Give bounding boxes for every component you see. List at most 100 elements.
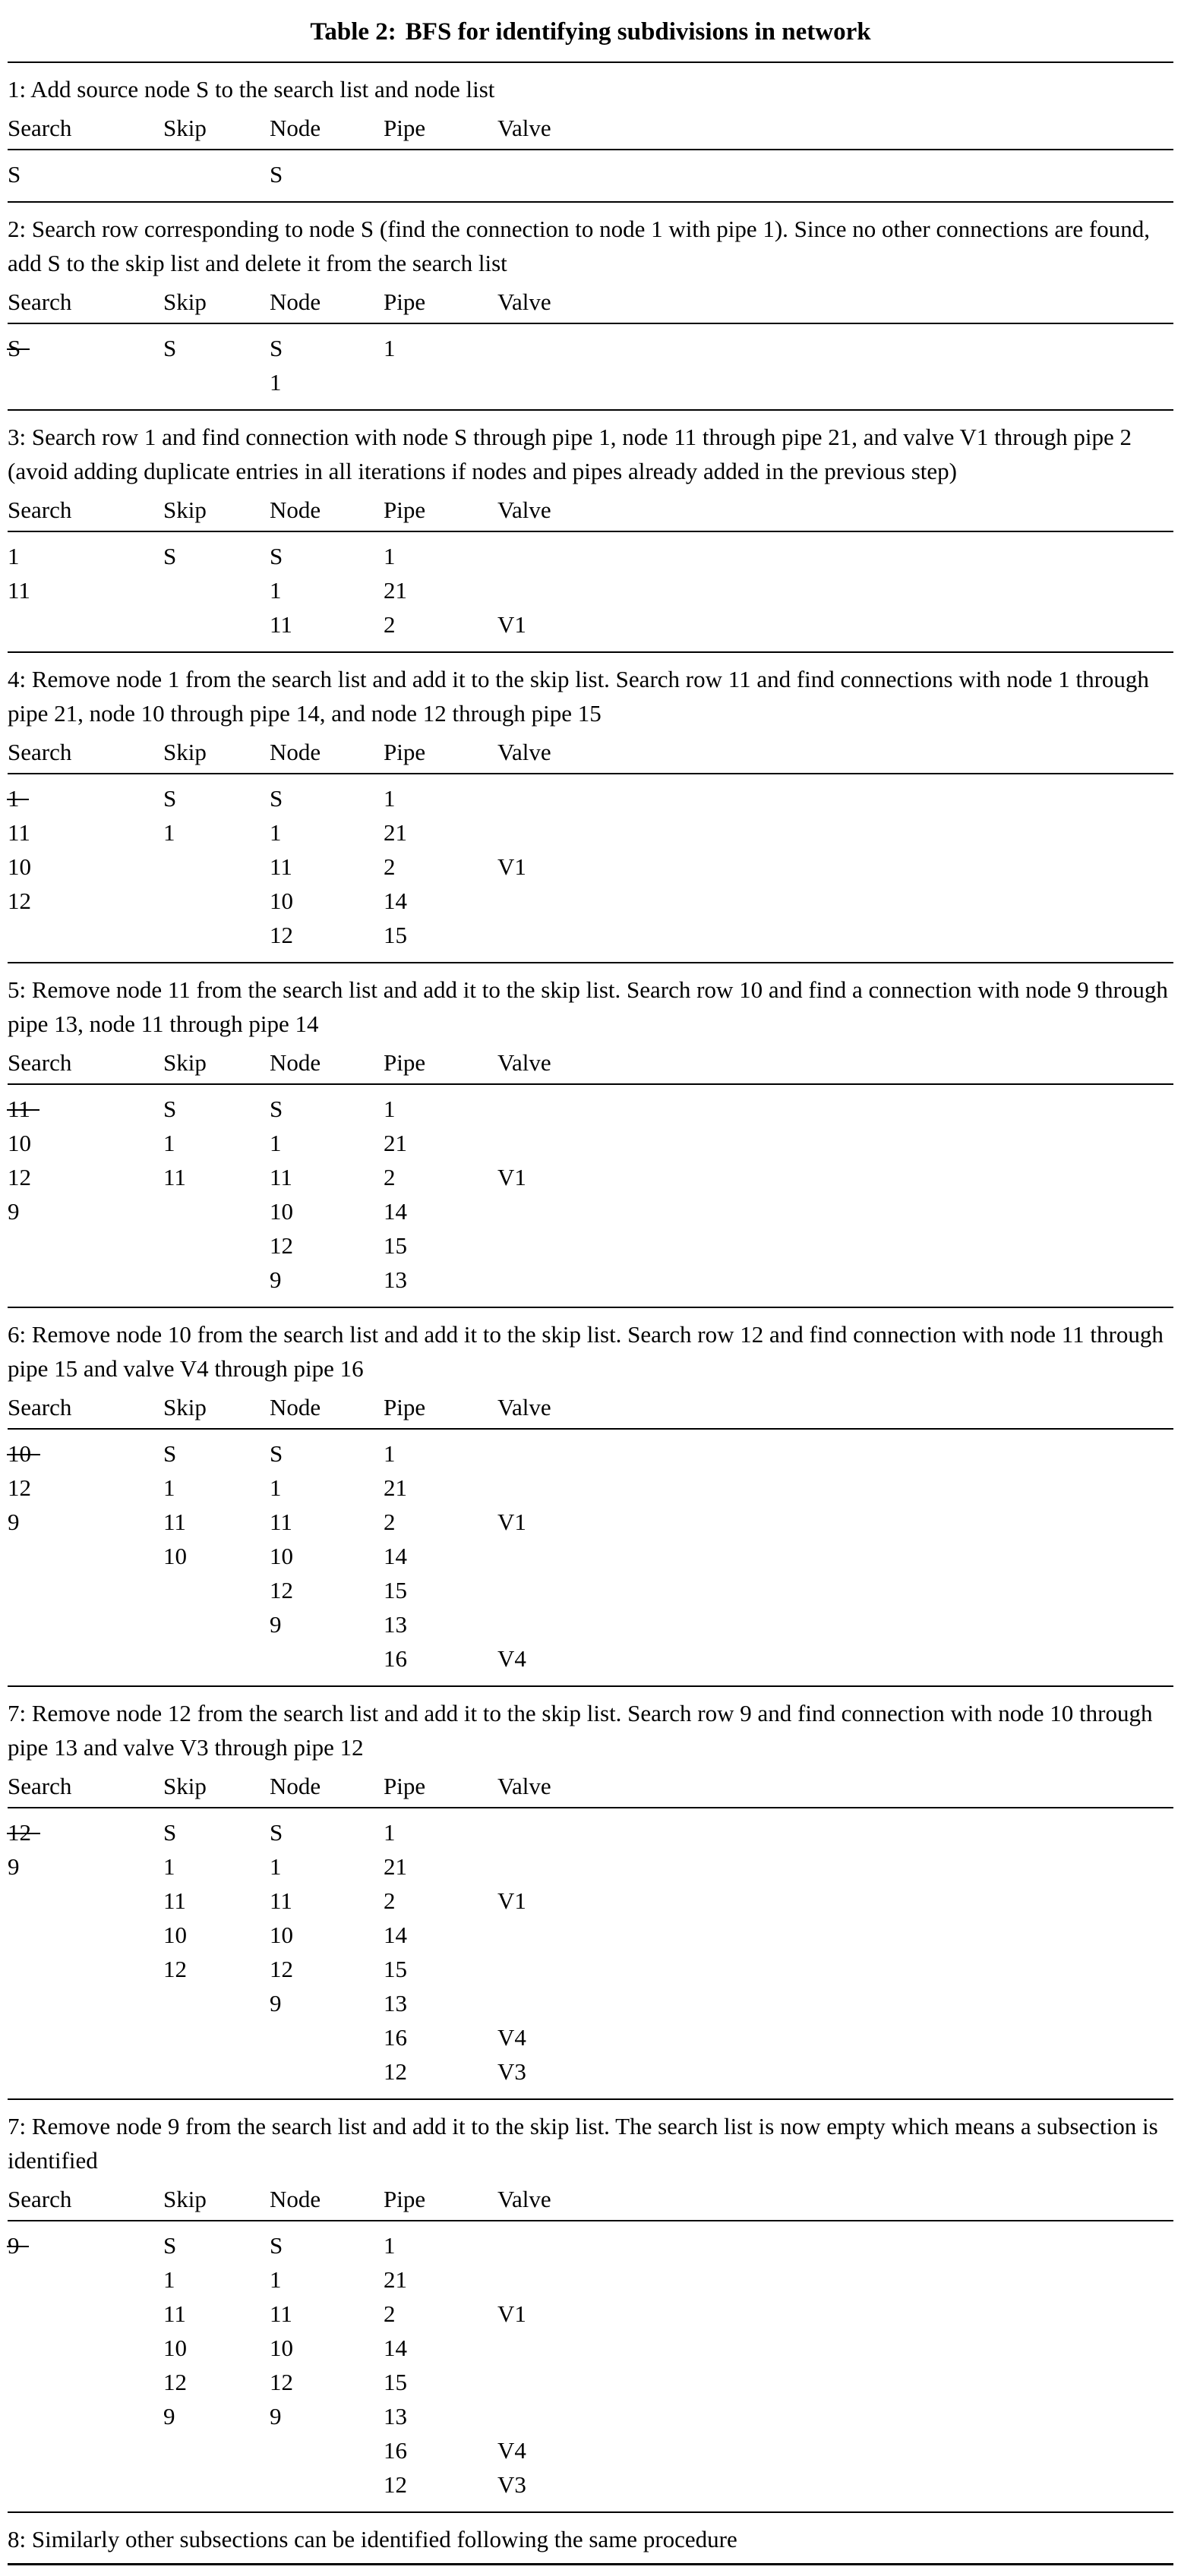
table-row: 12 12 15 xyxy=(8,2365,1173,2399)
table-step: 3: Search row 1 and find connection with… xyxy=(8,420,1173,653)
cell-value: 2 xyxy=(384,1164,396,1190)
table-row: 12 12 15 xyxy=(8,1952,1173,1986)
cell-pipe: 14 xyxy=(384,1539,497,1573)
column-header-search: Search xyxy=(8,1394,72,1420)
cell-skip: S xyxy=(163,1815,270,1849)
cell-value: V3 xyxy=(497,2058,526,2085)
header-rule xyxy=(8,149,1173,150)
cell-value: 1 xyxy=(163,1130,175,1156)
table-row: 10 10 14 xyxy=(8,1918,1173,1952)
cell-search xyxy=(8,2365,163,2399)
cell-pipe: 1 xyxy=(384,331,497,365)
cell-node: S xyxy=(270,157,384,191)
cell-node: S xyxy=(270,331,384,365)
cell-node: 9 xyxy=(270,1263,384,1297)
cell-value: 11 xyxy=(270,2300,292,2327)
cell-skip xyxy=(163,2433,270,2467)
table-row: 9 13 xyxy=(8,1986,1173,2020)
column-header-node: Node xyxy=(270,739,321,765)
cell-value: 1 xyxy=(8,543,20,569)
cell-search xyxy=(8,2262,163,2297)
cell-valve xyxy=(497,1849,1173,1884)
cell-valve xyxy=(497,1815,1173,1849)
table-top-rule xyxy=(8,61,1173,63)
cell-search xyxy=(8,1641,163,1676)
step-rows: S S S 1 1 xyxy=(6,324,1173,409)
cell-search xyxy=(8,2297,163,2331)
cell-value: 9 xyxy=(270,1611,282,1638)
cell-value: 11 xyxy=(7,1092,39,1126)
table-row: 9 1 1 21 xyxy=(8,1849,1173,1884)
cell-pipe: 13 xyxy=(384,2399,497,2433)
table-row: 12 15 xyxy=(8,1228,1173,1263)
cell-search: 1 xyxy=(8,539,163,573)
cell-value: V4 xyxy=(497,1645,526,1672)
table-row: 11 2 V1 xyxy=(8,607,1173,642)
cell-valve: V1 xyxy=(497,2297,1173,2331)
cell-skip: 12 xyxy=(163,2365,270,2399)
cell-valve xyxy=(497,365,1173,399)
cell-pipe: 21 xyxy=(384,2262,497,2297)
column-header-skip: Skip xyxy=(163,1049,207,1076)
cell-valve xyxy=(497,1573,1173,1607)
cell-search: 9 xyxy=(8,1505,163,1539)
cell-value: V1 xyxy=(497,2300,526,2327)
cell-valve xyxy=(497,2228,1173,2262)
cell-node: 10 xyxy=(270,2331,384,2365)
cell-valve xyxy=(497,331,1173,365)
cell-node: 9 xyxy=(270,1986,384,2020)
cell-search xyxy=(8,1263,163,1297)
cell-node: 10 xyxy=(270,1539,384,1573)
cell-valve xyxy=(497,157,1173,191)
cell-skip: S xyxy=(163,331,270,365)
cell-value: 9 xyxy=(270,2403,282,2429)
cell-node xyxy=(270,2433,384,2467)
cell-pipe: 2 xyxy=(384,607,497,642)
cell-skip xyxy=(163,918,270,952)
table-step: 7: Remove node 12 from the search list a… xyxy=(7,1696,1173,2100)
cell-node: S xyxy=(270,539,384,573)
table-row: 16 V4 xyxy=(8,2433,1173,2467)
cell-value: 12 xyxy=(7,1815,40,1849)
step-rule xyxy=(8,2511,1173,2513)
cell-value: 11 xyxy=(8,577,30,604)
cell-skip xyxy=(163,850,270,884)
table-row: 12 V3 xyxy=(8,2467,1173,2502)
cell-value: 11 xyxy=(270,1509,292,1535)
table-row: 12 15 xyxy=(8,918,1173,952)
column-header-row: Search Skip Node Pipe Valve xyxy=(8,285,1173,323)
cell-skip: 1 xyxy=(163,1471,270,1505)
cell-skip: S xyxy=(163,2228,270,2262)
column-header-row: Search Skip Node Pipe Valve xyxy=(8,2182,1173,2220)
step-description: 7: Remove node 12 from the search list a… xyxy=(8,1700,1153,1761)
cell-value: 14 xyxy=(384,1543,407,1569)
cell-skip: S xyxy=(163,539,270,573)
cell-pipe: 1 xyxy=(384,539,497,573)
cell-value: 10 xyxy=(270,2335,293,2361)
cell-value: 1 xyxy=(384,2232,396,2259)
cell-value: 10 xyxy=(163,1543,187,1569)
cell-valve xyxy=(497,815,1173,850)
cell-value: 2 xyxy=(384,1887,396,1914)
table-row: 1 S S 1 xyxy=(7,781,1173,815)
cell-node: 11 xyxy=(270,1884,384,1918)
cell-pipe: 2 xyxy=(384,1505,497,1539)
cell-value: 12 xyxy=(163,1956,187,1982)
column-header-skip: Skip xyxy=(163,2186,207,2212)
cell-pipe: 14 xyxy=(384,884,497,918)
cell-pipe: 16 xyxy=(384,2020,497,2054)
cell-value: V1 xyxy=(497,1887,526,1914)
cell-search: 10 xyxy=(8,850,163,884)
cell-valve xyxy=(497,539,1173,573)
table-title-label: Table 2: xyxy=(310,18,396,46)
cell-skip: 1 xyxy=(163,2262,270,2297)
cell-skip xyxy=(163,2020,270,2054)
cell-pipe: 13 xyxy=(384,1607,497,1641)
cell-value: 9 xyxy=(8,1853,20,1880)
cell-valve: V1 xyxy=(497,850,1173,884)
cell-node: 10 xyxy=(270,1918,384,1952)
cell-valve: V4 xyxy=(497,2433,1173,2467)
cell-value: 1 xyxy=(384,1440,396,1467)
cell-valve xyxy=(497,1918,1173,1952)
step-rule xyxy=(8,201,1173,203)
